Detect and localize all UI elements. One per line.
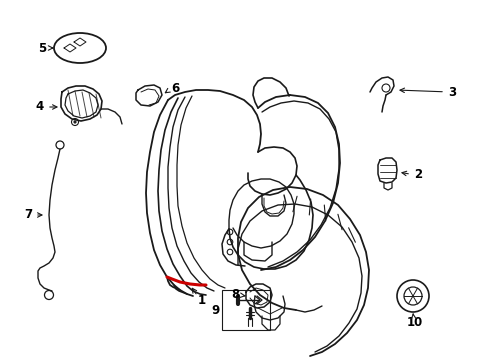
Text: 10: 10 [406,315,422,328]
Text: 9: 9 [210,303,219,316]
Text: 7: 7 [24,208,32,221]
Text: 8: 8 [230,288,239,302]
Text: 6: 6 [170,81,179,94]
Text: 1: 1 [198,293,205,306]
Text: 3: 3 [447,85,455,99]
Bar [222,290,269,330]
Text: 4: 4 [36,100,44,113]
Text: 5: 5 [38,41,46,54]
Text: 2: 2 [413,168,421,181]
Circle shape [74,121,76,123]
